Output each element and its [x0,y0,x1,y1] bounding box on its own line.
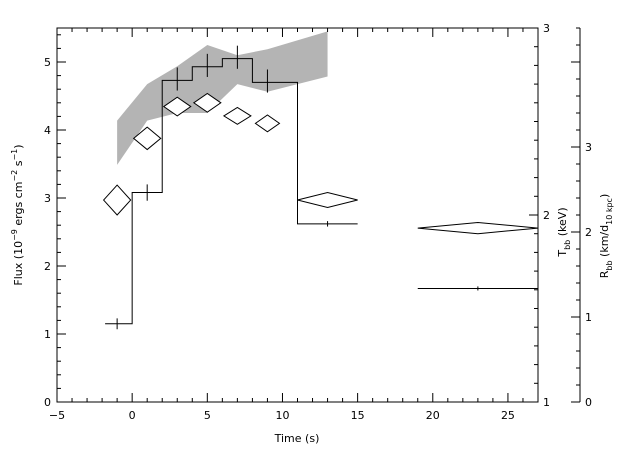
x-tick-label: 25 [501,409,515,422]
y-axis-title-right-inner: Tbb (keV) [556,207,572,257]
y-axis-title-right-outer: Rbb (km/d10 kpc) [598,194,614,279]
temperature-diamond [162,96,192,117]
radius-band [117,31,328,165]
y-tick-label-flux: 1 [44,328,51,341]
x-tick-label: −5 [49,409,65,422]
x-tick-label: 20 [426,409,440,422]
flux-layer [105,45,538,330]
y-tick-label-flux: 0 [44,396,51,409]
ticks [56,27,580,403]
radius-band-layer [117,31,328,165]
temperature-diamond [417,221,539,235]
temperature-diamond [132,126,162,151]
temperature-diamond [297,192,358,209]
x-tick-label: 15 [351,409,365,422]
y-tick-label-flux: 4 [44,124,51,137]
y-tick-label-R: 0 [585,396,592,409]
y-tick-label-R: 2 [585,226,592,239]
x-tick-label: 10 [275,409,289,422]
temperature-layer [102,92,539,235]
y-tick-label-kT: 3 [543,22,550,35]
x-tick-label: 0 [129,409,136,422]
axes [56,27,581,403]
y-tick-label-kT: 1 [543,396,550,409]
y-tick-label-flux: 3 [44,192,51,205]
y-axis-title-left: Flux (10−9 ergs cm−2 s−1) [10,144,25,285]
temperature-diamond [254,114,281,133]
temperature-diamond [102,184,132,216]
temperature-diamond [192,92,222,113]
x-tick-label: 5 [204,409,211,422]
x-axis-title: Time (s) [274,432,320,445]
y-tick-label-kT: 2 [543,209,550,222]
temperature-diamond [222,106,252,125]
y-tick-label-R: 1 [585,311,592,324]
y-tick-label-R: 3 [585,141,592,154]
y-tick-label-flux: 2 [44,260,51,273]
y-tick-label-flux: 5 [44,56,51,69]
